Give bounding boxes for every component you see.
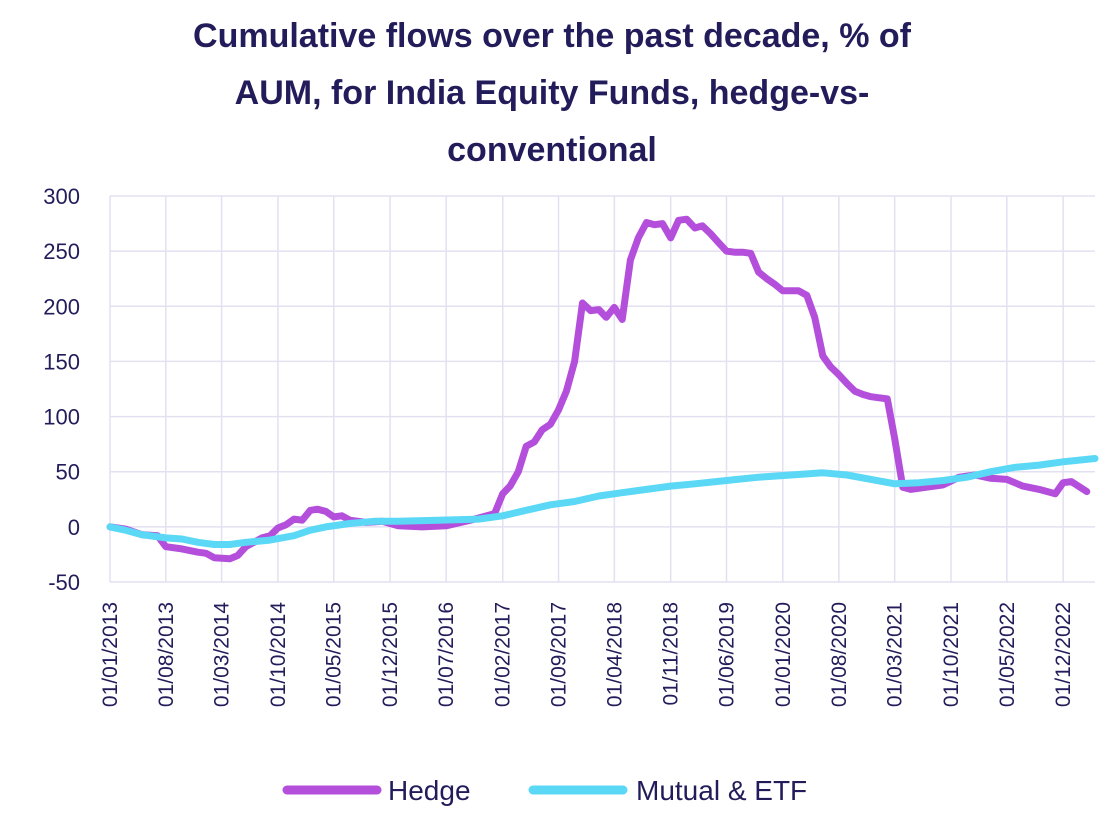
legend-label: Hedge [388, 775, 471, 806]
x-tick-label: 01/12/2022 [1052, 602, 1075, 707]
series-line-hedge [106, 215, 1091, 563]
y-tick-label: 250 [43, 239, 80, 264]
x-tick-label: 01/09/2017 [548, 602, 571, 707]
x-tick-label: 01/10/2021 [940, 602, 963, 707]
y-tick-label: 300 [43, 184, 80, 209]
chart-title: Cumulative flows over the past decade, %… [60, 8, 1044, 179]
legend: Hedge Mutual & ETF [282, 775, 807, 806]
x-tick-label: 01/11/2018 [660, 602, 683, 706]
y-tick-label: 150 [43, 349, 80, 374]
y-tick-label: 50 [56, 460, 80, 485]
x-tick-label: 01/12/2015 [379, 602, 402, 707]
series-layer [106, 215, 1099, 563]
y-tick-label: 100 [43, 405, 80, 430]
x-tick-label: 01/06/2019 [715, 602, 738, 707]
x-tick-label: 01/10/2014 [267, 602, 290, 707]
legend-label: Mutual & ETF [636, 775, 807, 806]
y-tick-label: -50 [48, 570, 80, 595]
grid-layer [109, 195, 1095, 583]
y-axis: 300 250 200 150 100 50 0 -50 [43, 184, 80, 595]
x-tick-label: 01/03/2021 [884, 602, 907, 707]
x-tick-label: 01/04/2018 [603, 602, 626, 707]
series-line-mutual-etf [106, 455, 1099, 548]
x-tick-label: 01/07/2016 [435, 602, 458, 707]
x-axis: 01/01/2013 01/08/2013 01/03/2014 01/10/2014… [99, 602, 1075, 707]
chart-title-line: Cumulative flows over the past decade, %… [193, 17, 911, 55]
x-tick-label: 01/05/2022 [996, 602, 1019, 707]
x-tick-label: 01/08/2013 [155, 602, 178, 707]
x-tick-label: 01/05/2015 [323, 602, 346, 707]
x-tick-label: 01/02/2017 [492, 602, 515, 707]
x-tick-label: 01/01/2013 [99, 602, 122, 707]
chart-title-line: conventional [447, 131, 657, 169]
y-tick-label: 0 [68, 515, 80, 540]
x-tick-label: 01/01/2020 [772, 602, 795, 707]
y-tick-label: 200 [43, 294, 80, 319]
x-tick-label: 01/03/2014 [211, 602, 234, 707]
chart-title-line: AUM, for India Equity Funds, hedge-vs- [234, 74, 870, 112]
x-tick-label: 01/08/2020 [828, 602, 851, 707]
